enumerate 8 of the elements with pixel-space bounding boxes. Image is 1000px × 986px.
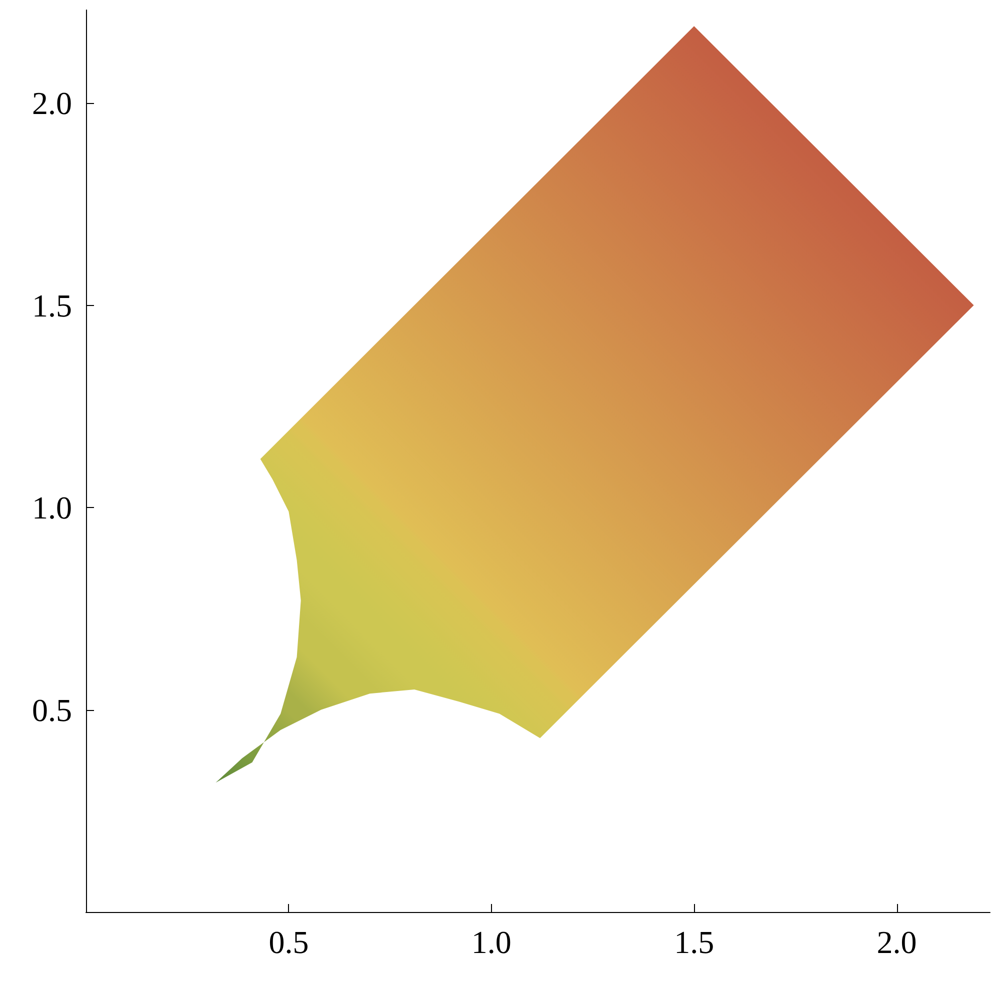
y-tick-label: 2.0 xyxy=(32,85,72,122)
y-tick-label: 1.0 xyxy=(32,490,72,526)
y-tick-label: 1.5 xyxy=(32,287,72,324)
x-tick-label: 1.5 xyxy=(674,924,714,960)
x-tick-label: 0.5 xyxy=(268,924,309,960)
x-tick-label: 1.0 xyxy=(471,924,512,960)
x-tick-label: 2.0 xyxy=(876,924,917,960)
y-tick-label: 0.5 xyxy=(32,692,72,728)
